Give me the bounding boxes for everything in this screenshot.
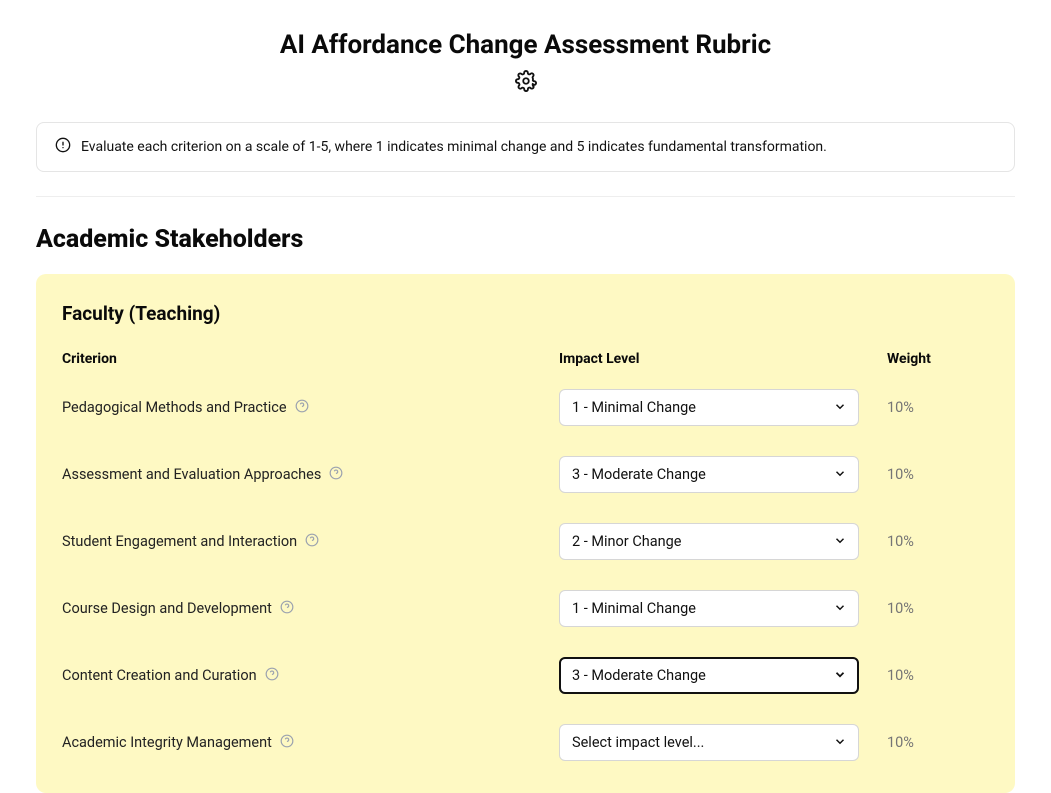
help-icon[interactable] bbox=[329, 465, 343, 484]
weight-value: 10% bbox=[869, 600, 989, 617]
faculty-card: Faculty (Teaching) Criterion Impact Leve… bbox=[36, 274, 1015, 793]
criterion-cell: Course Design and Development bbox=[62, 599, 559, 618]
criterion-label: Assessment and Evaluation Approaches bbox=[62, 466, 321, 483]
weight-value: 10% bbox=[869, 667, 989, 684]
criterion-cell: Academic Integrity Management bbox=[62, 733, 559, 752]
criterion-label: Course Design and Development bbox=[62, 600, 272, 617]
weight-value: 10% bbox=[869, 734, 989, 751]
select-display[interactable]: 1 - Minimal Change bbox=[559, 590, 859, 627]
weight-value: 10% bbox=[869, 399, 989, 416]
select-display[interactable]: 3 - Moderate Change bbox=[559, 657, 859, 694]
help-icon[interactable] bbox=[280, 599, 294, 618]
table-row: Course Design and Development 1 - Minimal… bbox=[62, 590, 989, 627]
table-row: Pedagogical Methods and Practice 1 - Mini… bbox=[62, 389, 989, 426]
table-header: Criterion Impact Level Weight bbox=[62, 351, 989, 367]
page-title: AI Affordance Change Assessment Rubric bbox=[18, 30, 1033, 60]
impact-level-select[interactable]: 1 - Minimal Change bbox=[559, 590, 859, 627]
impact-level-select[interactable]: 1 - Minimal Change bbox=[559, 389, 859, 426]
card-title: Faculty (Teaching) bbox=[62, 302, 989, 325]
criterion-label: Content Creation and Curation bbox=[62, 667, 257, 684]
table-row: Academic Integrity Management Select impa… bbox=[62, 724, 989, 761]
criterion-cell: Content Creation and Curation bbox=[62, 666, 559, 685]
select-display[interactable]: 2 - Minor Change bbox=[559, 523, 859, 560]
impact-cell: Select impact level... bbox=[559, 724, 869, 761]
table-row: Student Engagement and Interaction 2 - Mi… bbox=[62, 523, 989, 560]
help-icon[interactable] bbox=[295, 398, 309, 417]
help-icon[interactable] bbox=[280, 733, 294, 752]
impact-level-select[interactable]: 3 - Moderate Change bbox=[559, 657, 859, 694]
select-display[interactable]: 1 - Minimal Change bbox=[559, 389, 859, 426]
weight-value: 10% bbox=[869, 466, 989, 483]
criterion-label: Pedagogical Methods and Practice bbox=[62, 399, 287, 416]
header-weight: Weight bbox=[869, 351, 989, 367]
header-criterion: Criterion bbox=[62, 351, 559, 367]
criterion-cell: Assessment and Evaluation Approaches bbox=[62, 465, 559, 484]
page-header: AI Affordance Change Assessment Rubric bbox=[18, 30, 1033, 96]
table-row: Content Creation and Curation 3 - Moderat… bbox=[62, 657, 989, 694]
criterion-label: Student Engagement and Interaction bbox=[62, 533, 297, 550]
criterion-label: Academic Integrity Management bbox=[62, 734, 272, 751]
gear-icon bbox=[515, 70, 537, 96]
impact-level-select[interactable]: 3 - Moderate Change bbox=[559, 456, 859, 493]
select-display[interactable]: 3 - Moderate Change bbox=[559, 456, 859, 493]
help-icon[interactable] bbox=[305, 532, 319, 551]
impact-level-select[interactable]: 2 - Minor Change bbox=[559, 523, 859, 560]
impact-cell: 1 - Minimal Change bbox=[559, 389, 869, 426]
criterion-cell: Pedagogical Methods and Practice bbox=[62, 398, 559, 417]
impact-level-select[interactable]: Select impact level... bbox=[559, 724, 859, 761]
divider bbox=[36, 196, 1015, 197]
select-display[interactable]: Select impact level... bbox=[559, 724, 859, 761]
impact-cell: 2 - Minor Change bbox=[559, 523, 869, 560]
weight-value: 10% bbox=[869, 533, 989, 550]
impact-cell: 3 - Moderate Change bbox=[559, 657, 869, 694]
help-icon[interactable] bbox=[265, 666, 279, 685]
info-icon bbox=[55, 137, 71, 157]
header-impact: Impact Level bbox=[559, 351, 869, 367]
table-row: Assessment and Evaluation Approaches 3 - … bbox=[62, 456, 989, 493]
impact-cell: 1 - Minimal Change bbox=[559, 590, 869, 627]
section-title: Academic Stakeholders bbox=[36, 225, 1033, 254]
info-banner: Evaluate each criterion on a scale of 1-… bbox=[36, 122, 1015, 172]
criterion-cell: Student Engagement and Interaction bbox=[62, 532, 559, 551]
impact-cell: 3 - Moderate Change bbox=[559, 456, 869, 493]
info-text: Evaluate each criterion on a scale of 1-… bbox=[81, 139, 827, 155]
